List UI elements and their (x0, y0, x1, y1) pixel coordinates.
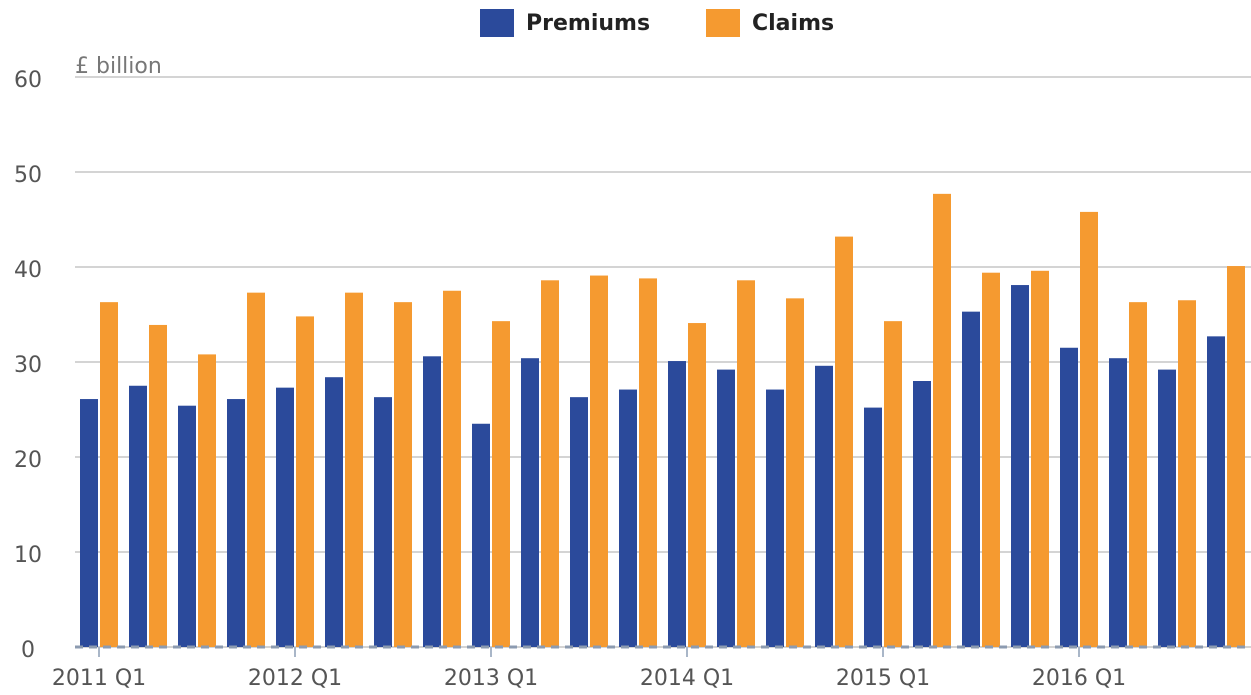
bar (1178, 300, 1196, 647)
bar (717, 369, 735, 647)
bar (913, 381, 931, 647)
y-tick-label: 10 (14, 543, 42, 568)
bar (962, 311, 980, 647)
bar (1109, 358, 1127, 647)
bar (933, 193, 951, 647)
bar (325, 377, 343, 647)
bar (394, 302, 412, 647)
bar (443, 290, 461, 647)
bar (1080, 211, 1098, 647)
bar (80, 399, 98, 647)
bar (296, 316, 314, 647)
legend-swatch (480, 9, 514, 37)
x-tick-label: 2011 Q1 (52, 666, 146, 691)
bar (1207, 336, 1225, 647)
bar (1011, 285, 1029, 647)
bar (884, 321, 902, 647)
y-tick-label: 40 (14, 258, 42, 283)
bar (1227, 266, 1245, 647)
y-tick-label: 20 (14, 448, 42, 473)
bar (492, 321, 510, 647)
legend-text: Premiums (526, 11, 650, 36)
bar (345, 292, 363, 647)
y-tick-label: 60 (14, 68, 42, 93)
bar (570, 397, 588, 647)
bar (423, 356, 441, 647)
y-tick-label: 30 (14, 353, 42, 378)
bar (227, 399, 245, 647)
bar (541, 280, 559, 647)
y-axis-label: £ billion (75, 54, 162, 79)
bar (1060, 347, 1078, 647)
x-tick-label: 2015 Q1 (836, 666, 930, 691)
x-tick-label: 2012 Q1 (248, 666, 342, 691)
bar (276, 387, 294, 647)
bar (668, 361, 686, 647)
bar (766, 389, 784, 647)
x-tick-label: 2013 Q1 (444, 666, 538, 691)
legend-swatch (706, 9, 740, 37)
bar (835, 236, 853, 647)
bar (198, 354, 216, 647)
bar (815, 365, 833, 647)
x-tick-label: 2014 Q1 (640, 666, 734, 691)
legend-text: Claims (752, 11, 834, 36)
bar (149, 324, 167, 647)
bar (619, 389, 637, 647)
bar (129, 385, 147, 647)
bar (688, 323, 706, 647)
bar (590, 275, 608, 647)
bar (737, 280, 755, 647)
bar (472, 423, 490, 647)
bar (374, 397, 392, 647)
bar (247, 292, 265, 647)
bar (521, 358, 539, 647)
bar (178, 405, 196, 647)
bar (639, 278, 657, 647)
bar (100, 302, 118, 647)
bar (1129, 302, 1147, 647)
bar (1031, 270, 1049, 647)
x-tick-label: 2016 Q1 (1032, 666, 1126, 691)
bar (1158, 369, 1176, 647)
bar (982, 272, 1000, 647)
bar (786, 298, 804, 647)
bar (864, 407, 882, 647)
y-tick-label: 0 (21, 638, 35, 663)
y-tick-label: 50 (14, 163, 42, 188)
